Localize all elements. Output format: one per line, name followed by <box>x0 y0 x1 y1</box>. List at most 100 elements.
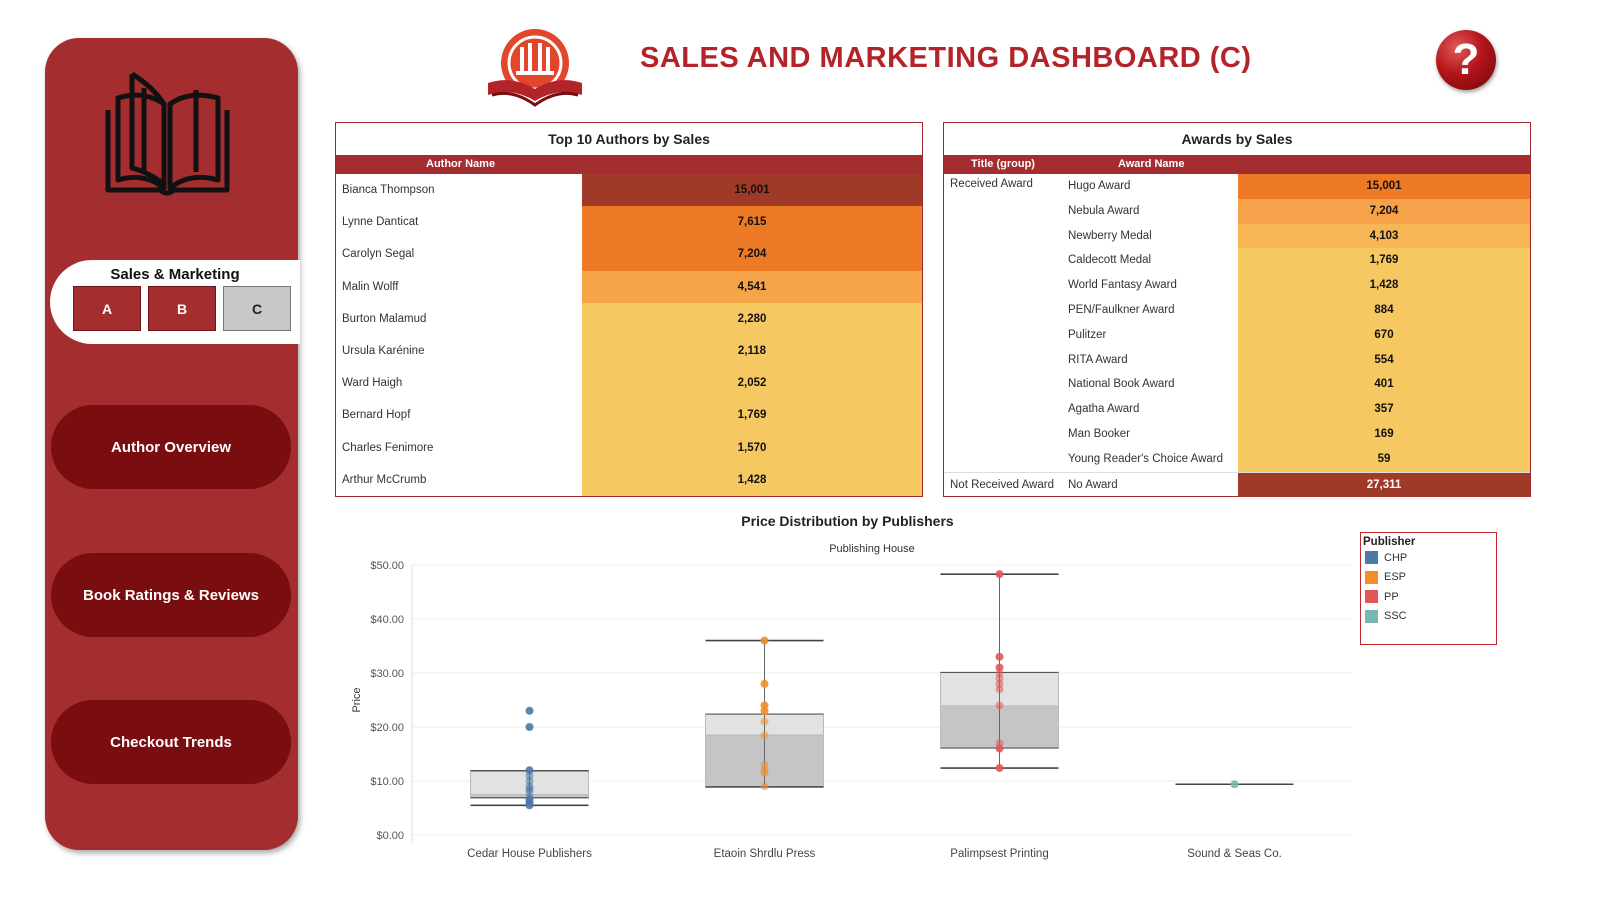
data-point <box>760 782 769 791</box>
award-row[interactable]: Newberry Medal 4,103 <box>944 223 1530 249</box>
book-ratings-reviews-button[interactable]: Book Ratings & Reviews <box>51 553 291 637</box>
author-row[interactable]: Malin Wolff 4,541 <box>336 270 922 303</box>
data-point <box>760 636 769 645</box>
title-group-column-header: Title (group) <box>971 158 1035 170</box>
award-row[interactable]: World Fantasy Award 1,428 <box>944 273 1530 298</box>
tab-panel: Sales & Marketing A B C <box>50 260 300 344</box>
checkout-trends-button[interactable]: Checkout Trends <box>51 700 291 784</box>
award-name: Agatha Award <box>1068 403 1140 416</box>
legend-item[interactable]: CHP <box>1365 551 1407 564</box>
award-name: Young Reader's Choice Award <box>1068 452 1223 465</box>
tab-c-button[interactable]: C <box>223 286 291 331</box>
y-tick-label: $0.00 <box>376 830 404 842</box>
author-sales-value: 2,118 <box>582 334 922 368</box>
data-point <box>995 570 1004 579</box>
legend-swatch <box>1365 551 1378 564</box>
award-sales-value: 357 <box>1238 397 1530 422</box>
legend-item[interactable]: SSC <box>1365 609 1407 623</box>
award-row[interactable]: Young Reader's Choice Award 59 <box>944 446 1530 472</box>
legend-title: Publisher <box>1363 536 1416 548</box>
award-sales-value: 884 <box>1238 297 1530 323</box>
y-tick-label: $50.00 <box>370 560 404 572</box>
chart-title: Price Distribution by Publishers <box>741 513 954 529</box>
author-row[interactable]: Bernard Hopf 1,769 <box>336 399 922 432</box>
author-row[interactable]: Charles Fenimore 1,570 <box>336 431 922 464</box>
award-row[interactable]: RITA Award 554 <box>944 347 1530 373</box>
help-button[interactable]: ? <box>1436 30 1496 90</box>
open-book-icon <box>105 71 230 196</box>
y-tick-label: $40.00 <box>370 614 404 626</box>
y-tick-label: $20.00 <box>370 722 404 734</box>
publisher-legend: Publisher CHP ESP PP SSC <box>1360 532 1497 645</box>
author-row[interactable]: Carolyn Segal 7,204 <box>336 238 922 271</box>
author-name: Burton Malamud <box>342 312 427 325</box>
author-name: Carolyn Segal <box>342 248 415 261</box>
award-name: Hugo Award <box>1068 180 1131 192</box>
not-received-award-group: Not Received Award <box>950 478 1054 491</box>
author-name: Lynne Danticat <box>342 216 419 229</box>
data-point <box>760 679 769 688</box>
award-row[interactable]: Man Booker 169 <box>944 421 1530 447</box>
award-sales-value: 554 <box>1238 347 1530 373</box>
no-award-row[interactable]: Not Received Award No Award 27,311 <box>944 471 1530 498</box>
author-row[interactable]: Ursula Karénine 2,118 <box>336 334 922 368</box>
award-name: Caldecott Medal <box>1068 254 1152 267</box>
award-sales-value: 59 <box>1238 446 1530 472</box>
award-sales-value: 4,103 <box>1238 223 1530 249</box>
award-name: Newberry Medal <box>1068 229 1152 242</box>
author-name: Arthur McCrumb <box>342 473 427 486</box>
author-row[interactable]: Lynne Danticat 7,615 <box>336 206 922 239</box>
legend-item[interactable]: PP <box>1365 590 1399 603</box>
data-point <box>525 723 534 731</box>
author-row[interactable]: Arthur McCrumb 1,428 <box>336 463 922 496</box>
award-row[interactable]: Received Award Hugo Award 15,001 <box>944 174 1530 199</box>
top-authors-panel: Top 10 Authors by Sales Author Name Bian… <box>335 122 923 497</box>
award-row[interactable]: National Book Award 401 <box>944 372 1530 398</box>
award-sales-value: 7,204 <box>1238 198 1530 224</box>
legend-label: ESP <box>1384 571 1407 583</box>
author-name: Bianca Thompson <box>342 184 435 196</box>
award-row[interactable]: Nebula Award 7,204 <box>944 198 1530 224</box>
x-category-label: Palimpsest Printing <box>950 848 1048 860</box>
legend-item[interactable]: ESP <box>1365 570 1407 584</box>
award-name: No Award <box>1068 478 1118 491</box>
award-name: RITA Award <box>1068 353 1128 366</box>
library-logo <box>488 29 582 107</box>
award-sales-value: 670 <box>1238 322 1530 348</box>
award-name: PEN/Faulkner Award <box>1068 303 1175 316</box>
sidebar: Sales & Marketing A B C Author Overview … <box>45 38 300 850</box>
legend-label: CHP <box>1384 551 1408 564</box>
author-row[interactable]: Burton Malamud 2,280 <box>336 302 922 335</box>
award-name: World Fantasy Award <box>1068 279 1177 292</box>
legend-swatch <box>1365 609 1378 623</box>
awards-header: Title (group) Award Name <box>944 155 1530 174</box>
data-point <box>995 685 1004 694</box>
award-name: Nebula Award <box>1068 204 1140 217</box>
tab-a-button[interactable]: A <box>73 286 141 331</box>
legend-label: SSC <box>1384 610 1407 622</box>
price-distribution-chart: Publishing House $0.00 $10.00 $20.00 $30.00 $… <box>351 543 1352 860</box>
author-row[interactable]: Ward Haigh 2,052 <box>336 367 922 400</box>
award-sales-value: 169 <box>1238 421 1530 447</box>
award-row[interactable]: Caldecott Medal 1,769 <box>944 248 1530 274</box>
tab-b-button[interactable]: B <box>148 286 216 331</box>
x-category-label: Cedar House Publishers <box>467 848 592 860</box>
author-sales-value: 1,769 <box>582 399 922 432</box>
award-row[interactable]: Pulitzer 670 <box>944 322 1530 348</box>
award-row[interactable]: Agatha Award 357 <box>944 397 1530 422</box>
data-point <box>760 768 769 777</box>
award-name: Man Booker <box>1068 427 1131 440</box>
award-sales-value: 401 <box>1238 372 1530 398</box>
author-row[interactable]: Bianca Thompson 15,001 <box>336 174 922 207</box>
award-sales-value: 15,001 <box>1238 174 1530 199</box>
data-point <box>1230 780 1239 789</box>
award-name: Pulitzer <box>1068 328 1107 341</box>
received-award-group: Received Award <box>950 178 1033 190</box>
author-overview-button[interactable]: Author Overview <box>51 405 291 489</box>
data-point <box>760 731 769 740</box>
award-row[interactable]: PEN/Faulkner Award 884 <box>944 297 1530 323</box>
author-sales-value: 1,428 <box>582 463 922 496</box>
data-point <box>760 706 769 715</box>
author-sales-value: 15,001 <box>582 174 922 207</box>
data-point <box>995 701 1004 710</box>
